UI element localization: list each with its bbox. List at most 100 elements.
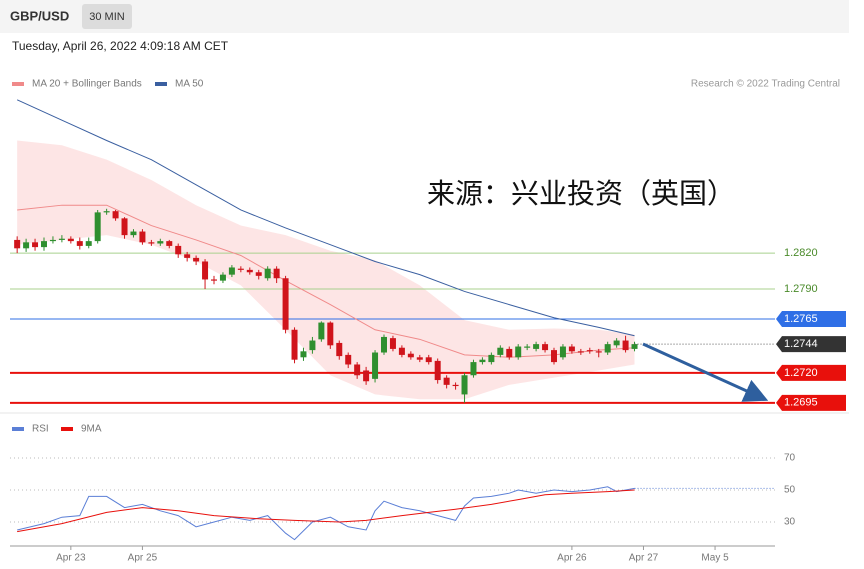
level-label: 1.2695	[784, 397, 818, 409]
candle-body	[488, 354, 495, 363]
candle-body	[327, 322, 334, 346]
candle-body	[461, 375, 468, 395]
candle-body	[282, 278, 289, 330]
candle-body	[407, 353, 414, 358]
candle-body	[228, 267, 235, 275]
candle-body	[23, 242, 30, 249]
candle-body	[121, 218, 128, 236]
series-line	[17, 489, 635, 533]
timestamp: Tuesday, April 26, 2022 4:09:18 AM CET	[12, 39, 229, 53]
legend-label: MA 50	[175, 79, 204, 90]
level-label: 1.2820	[784, 247, 818, 259]
candle-body	[586, 350, 593, 352]
candle-body	[613, 340, 620, 346]
level-label: 1.2790	[784, 283, 818, 295]
last-price-tag	[776, 336, 846, 353]
candle-body	[67, 238, 74, 242]
candle-body	[58, 238, 65, 240]
price-panel: MA 20 + Bollinger Bands MA 50 1.2820 1.2790…	[10, 79, 846, 411]
legend-label: RSI	[32, 424, 49, 435]
candle-body	[524, 346, 531, 348]
candle-body	[479, 359, 486, 363]
candle-body	[246, 269, 253, 273]
candle-body	[363, 370, 370, 382]
legend-swatch	[12, 427, 24, 431]
candle-body	[49, 239, 56, 242]
candle-body	[14, 239, 21, 249]
x-tick-label: Apr 26	[557, 553, 587, 564]
last-price-label: 1.2744	[784, 338, 818, 350]
candle-body	[76, 241, 83, 246]
candle-body	[94, 212, 101, 242]
y-tick-label: 70	[784, 453, 796, 464]
symbol: GBP/USD	[10, 8, 69, 23]
candle-body	[389, 338, 396, 349]
candle-body	[41, 241, 47, 248]
bollinger-band	[17, 140, 635, 400]
legend-swatch	[155, 82, 167, 86]
candle-body	[533, 344, 540, 349]
candle-body	[193, 257, 200, 262]
x-tick-label: Apr 25	[128, 553, 158, 564]
level-tag	[776, 310, 846, 327]
candle-body	[139, 231, 146, 243]
candle-body	[452, 384, 459, 387]
x-tick-label: Apr 27	[629, 553, 659, 564]
candle-body	[425, 357, 432, 363]
candle-body	[568, 346, 575, 352]
candle-body	[175, 245, 182, 255]
candle-body	[336, 342, 343, 357]
candle-body	[255, 272, 262, 276]
candle-body	[515, 346, 522, 358]
candle-body	[434, 360, 441, 381]
candle-body	[398, 347, 405, 355]
watermark: 来源：兴业投资（英国）	[427, 177, 735, 210]
candle-body	[622, 340, 629, 351]
candle-body	[309, 340, 316, 351]
forecast-arrow	[642, 342, 769, 402]
candle-body	[291, 329, 298, 360]
candle-body	[166, 241, 173, 246]
candle-body	[202, 261, 209, 280]
candle-body	[273, 268, 280, 279]
legend-label: MA 20 + Bollinger Bands	[32, 79, 142, 90]
candle-body	[211, 279, 217, 281]
level-tag	[776, 394, 846, 411]
candle-body	[372, 352, 379, 379]
candle-body	[148, 242, 155, 244]
level-label: 1.2765	[784, 313, 818, 325]
candle-body	[470, 362, 477, 376]
candle-body	[559, 346, 566, 358]
interval[interactable]: 30 MIN	[89, 11, 125, 23]
legend-swatch	[12, 82, 24, 86]
x-tick-label: May 5	[701, 553, 729, 564]
candle-body	[219, 274, 226, 281]
candle-body	[345, 354, 352, 365]
legend-swatch	[61, 427, 73, 431]
candle-body	[497, 347, 504, 355]
candle-body	[577, 351, 584, 353]
candle-body	[32, 242, 39, 248]
legend-label: 9MA	[81, 424, 102, 435]
interval-badge[interactable]	[82, 4, 132, 29]
candle-body	[130, 231, 137, 236]
candle-body	[595, 351, 602, 353]
series-line	[17, 486, 635, 541]
level-label: 1.2720	[784, 367, 818, 379]
rsi-panel: RSI 9MA 30 50 70 Apr 23 Apr 25 Apr 26 Apr 27 May …	[10, 424, 796, 564]
candle-body	[264, 268, 271, 279]
ma-line	[16, 99, 635, 337]
candle-body	[237, 268, 244, 270]
candle-body	[542, 344, 549, 351]
candle-body	[318, 322, 325, 340]
candle-body	[184, 254, 191, 258]
candle-body	[354, 364, 361, 376]
y-tick-label: 50	[784, 485, 796, 496]
candle-body	[443, 377, 450, 385]
x-tick-label: Apr 23	[56, 553, 86, 564]
candle-body	[157, 241, 164, 244]
level-tag	[776, 364, 846, 381]
candle-body	[604, 344, 611, 353]
candle-body	[112, 211, 119, 219]
